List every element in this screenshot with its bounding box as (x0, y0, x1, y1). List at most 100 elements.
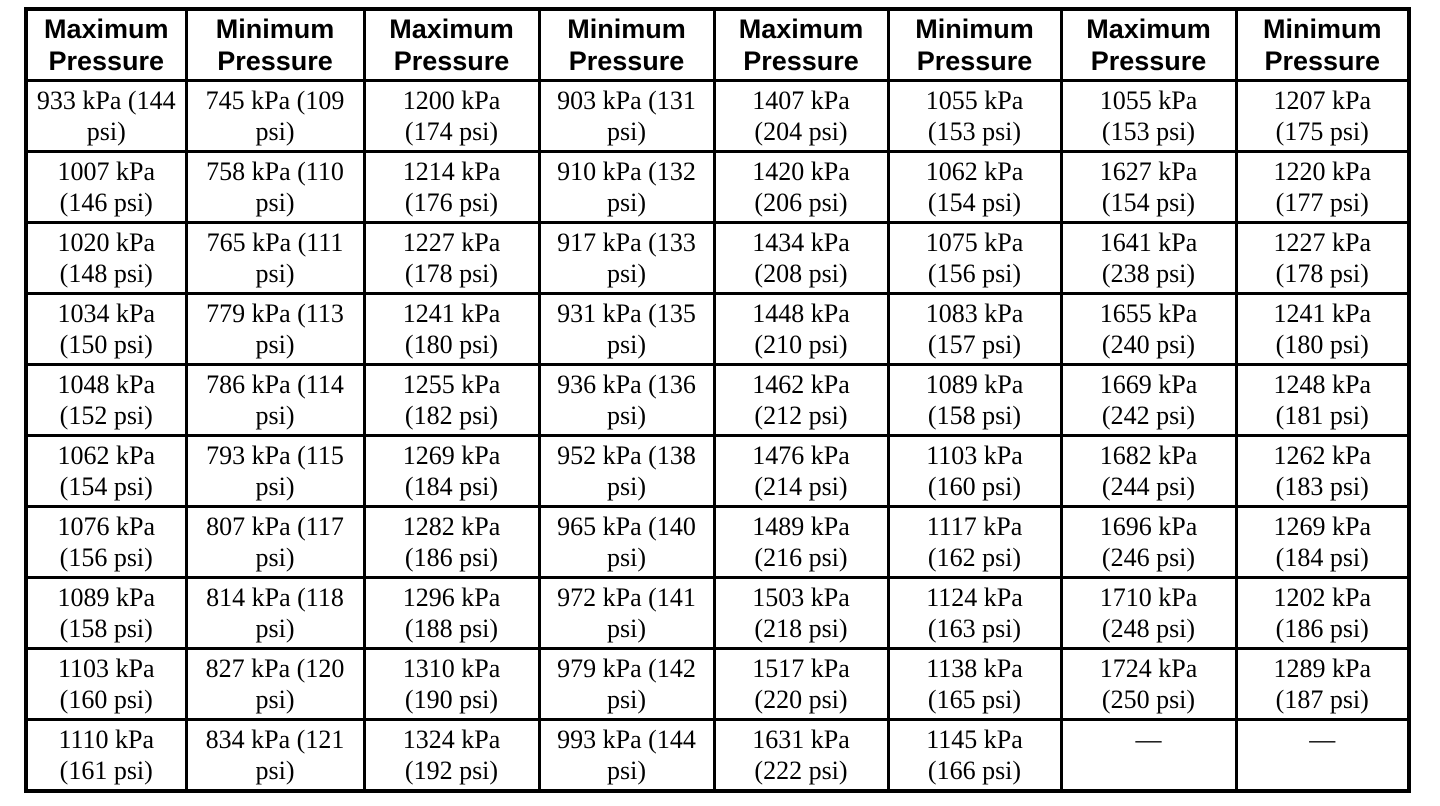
table-row: 1020 kPa (148 psi) 765 kPa (111 psi) 1227 … (24, 221, 1411, 295)
table-cell: 793 kPa (115 psi) (184, 434, 366, 508)
table-body: 933 kPa (144 psi) 745 kPa (109 psi) 1200 k… (24, 79, 1411, 793)
table-header: Maximum Pressure Minimum Pressure Maximum … (24, 7, 1411, 82)
table-cell: 1200 kPa (174 psi) (362, 79, 541, 153)
pressure-value: 936 kPa (136 psi) (557, 370, 696, 430)
pressure-value: 1696 kPa (246 psi) (1099, 512, 1198, 572)
table-cell: 910 kPa (132 psi) (537, 150, 716, 224)
header-cell-label: Maximum Pressure (1086, 14, 1211, 76)
header-cell-label: Minimum Pressure (567, 14, 686, 76)
pressure-value: 1200 kPa (174 psi) (402, 86, 501, 146)
pressure-value: 786 kPa (114 psi) (206, 370, 344, 430)
table-cell: 972 kPa (141 psi) (537, 576, 716, 650)
pressure-value: 1241 kPa (180 psi) (1273, 299, 1372, 359)
table-cell: 1269 kPa (184 psi) (1234, 505, 1411, 579)
pressure-value: 1227 kPa (178 psi) (402, 228, 501, 288)
pressure-value: 1048 kPa (152 psi) (57, 370, 156, 430)
pressure-value: 1020 kPa (148 psi) (57, 228, 156, 288)
table-cell: 786 kPa (114 psi) (184, 363, 366, 437)
table-row: 1089 kPa (158 psi) 814 kPa (118 psi) 1296 … (24, 576, 1411, 650)
table-cell: 1462 kPa (212 psi) (712, 363, 890, 437)
table-cell: 979 kPa (142 psi) (537, 647, 716, 721)
pressure-value: 1262 kPa (183 psi) (1273, 441, 1372, 501)
pressure-value: 765 kPa (111 psi) (206, 228, 344, 288)
header-cell: Maximum Pressure (1059, 7, 1238, 82)
pressure-value: 1055 kPa (153 psi) (925, 86, 1024, 146)
pressure-value: 1503 kPa (218 psi) (752, 583, 850, 643)
table-cell: 965 kPa (140 psi) (537, 505, 716, 579)
table-cell: 1089 kPa (158 psi) (886, 363, 1063, 437)
pressure-value: 1448 kPa (210 psi) (752, 299, 850, 359)
table-cell: 1289 kPa (187 psi) (1234, 647, 1411, 721)
table-cell: 1296 kPa (188 psi) (362, 576, 541, 650)
pressure-value: 827 kPa (120 psi) (205, 654, 345, 714)
pressure-value: 965 kPa (140 psi) (557, 512, 696, 572)
table-cell: — (1059, 718, 1238, 793)
table-cell: 1282 kPa (186 psi) (362, 505, 541, 579)
table-cell: 1103 kPa (160 psi) (886, 434, 1063, 508)
pressure-value: — (1309, 725, 1336, 754)
pressure-value: 1110 kPa (161 psi) (58, 725, 155, 785)
header-cell-label: Minimum Pressure (915, 14, 1034, 76)
table-cell: 1055 kPa (153 psi) (886, 79, 1063, 153)
pressure-value: 1310 kPa (190 psi) (402, 654, 501, 714)
pressure-value: 1282 kPa (186 psi) (402, 512, 501, 572)
pressure-value: 758 kPa (110 psi) (206, 157, 344, 217)
table-cell: 1055 kPa (153 psi) (1059, 79, 1238, 153)
pressure-value: 1296 kPa (188 psi) (402, 583, 501, 643)
table-cell: 1448 kPa (210 psi) (712, 292, 890, 366)
pressure-value: 1407 kPa (204 psi) (752, 86, 850, 146)
table-cell: 758 kPa (110 psi) (184, 150, 366, 224)
table-cell: 1503 kPa (218 psi) (712, 576, 890, 650)
table-cell: 1724 kPa (250 psi) (1059, 647, 1238, 721)
table-cell: 1220 kPa (177 psi) (1234, 150, 1411, 224)
pressure-value: 1062 kPa (154 psi) (57, 441, 156, 501)
table-cell: 1241 kPa (180 psi) (1234, 292, 1411, 366)
pressure-value: 972 kPa (141 psi) (557, 583, 696, 643)
table-cell: 993 kPa (144 psi) (537, 718, 716, 793)
table-cell: 1075 kPa (156 psi) (886, 221, 1063, 295)
table-cell: 1145 kPa (166 psi) (886, 718, 1063, 793)
pressure-value: — (1135, 725, 1162, 754)
header-cell: Maximum Pressure (362, 7, 541, 82)
table-cell: 745 kPa (109 psi) (184, 79, 366, 153)
table-cell: 1034 kPa (150 psi) (24, 292, 188, 366)
header-cell: Maximum Pressure (24, 7, 188, 82)
table-cell: 1476 kPa (214 psi) (712, 434, 890, 508)
header-cell-label: Minimum Pressure (215, 14, 335, 76)
table-cell: 933 kPa (144 psi) (24, 79, 188, 153)
pressure-value: 1517 kPa (220 psi) (752, 654, 850, 714)
pressure-value: 1062 kPa (154 psi) (925, 157, 1024, 217)
table-cell: 807 kPa (117 psi) (184, 505, 366, 579)
pressure-value: 1220 kPa (177 psi) (1273, 157, 1372, 217)
table-cell: 779 kPa (113 psi) (184, 292, 366, 366)
pressure-value: 1489 kPa (216 psi) (752, 512, 850, 572)
table-cell: 1407 kPa (204 psi) (712, 79, 890, 153)
table-row: 1034 kPa (150 psi) 779 kPa (113 psi) 1241 … (24, 292, 1411, 366)
table-cell: 1631 kPa (222 psi) (712, 718, 890, 793)
table-row: 1048 kPa (152 psi) 786 kPa (114 psi) 1255 … (24, 363, 1411, 437)
table-header-row: Maximum Pressure Minimum Pressure Maximum … (24, 7, 1411, 82)
pressure-value: 1631 kPa (222 psi) (752, 725, 850, 785)
table-cell: 1227 kPa (178 psi) (362, 221, 541, 295)
table-cell: 1062 kPa (154 psi) (24, 434, 188, 508)
table-cell: 1310 kPa (190 psi) (362, 647, 541, 721)
pressure-value: 793 kPa (115 psi) (206, 441, 344, 501)
table-row: 1007 kPa (146 psi) 758 kPa (110 psi) 1214 … (24, 150, 1411, 224)
pressure-value: 1075 kPa (156 psi) (925, 228, 1024, 288)
pressure-value: 903 kPa (131 psi) (557, 86, 696, 146)
table-cell: 1324 kPa (192 psi) (362, 718, 541, 793)
pressure-value: 1207 kPa (175 psi) (1273, 86, 1372, 146)
table-cell: 1062 kPa (154 psi) (886, 150, 1063, 224)
table-cell: 834 kPa (121 psi) (184, 718, 366, 793)
pressure-value: 1255 kPa (182 psi) (402, 370, 501, 430)
header-cell: Maximum Pressure (712, 7, 890, 82)
header-cell: Minimum Pressure (184, 7, 366, 82)
table-cell: 765 kPa (111 psi) (184, 221, 366, 295)
pressure-value: 1241 kPa (180 psi) (402, 299, 501, 359)
table-cell: 1076 kPa (156 psi) (24, 505, 188, 579)
table-cell: 1434 kPa (208 psi) (712, 221, 890, 295)
pressure-value: 814 kPa (118 psi) (206, 583, 344, 643)
pressure-value: 1214 kPa (176 psi) (402, 157, 501, 217)
table-cell: 1103 kPa (160 psi) (24, 647, 188, 721)
